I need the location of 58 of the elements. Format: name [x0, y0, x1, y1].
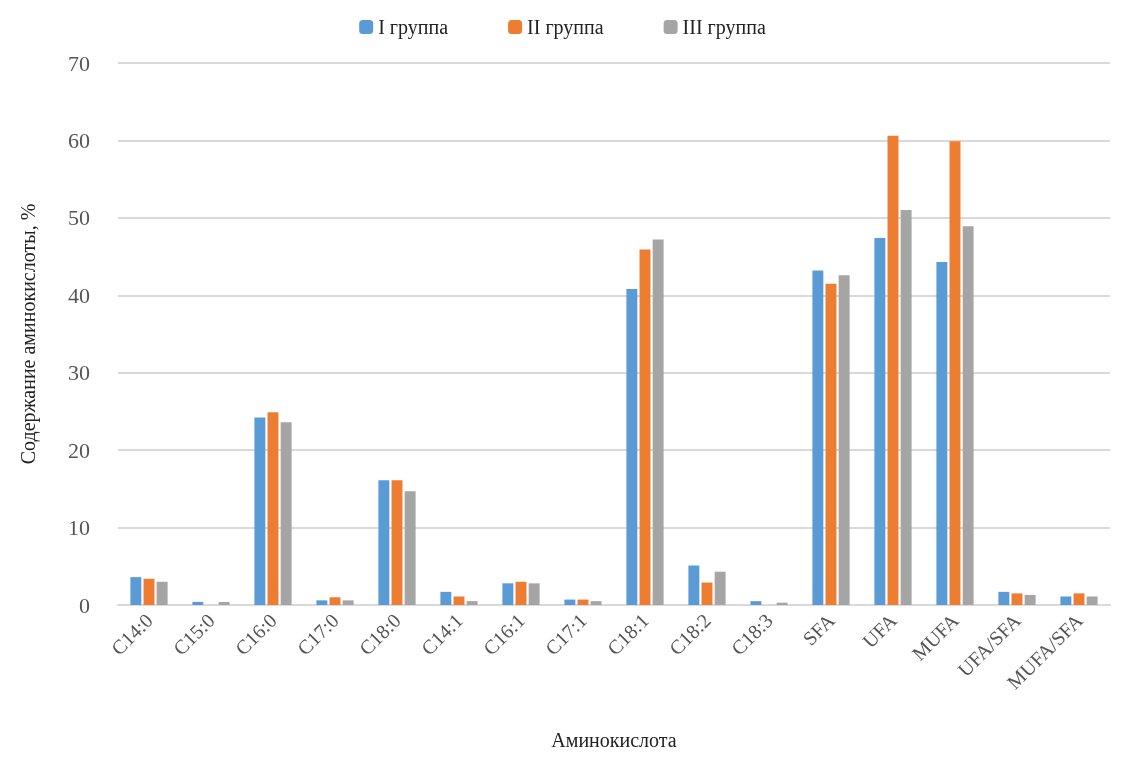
- bar: [688, 565, 700, 605]
- x-axis-title: Аминокислота: [551, 729, 677, 751]
- bar: [156, 581, 168, 605]
- bar: [626, 289, 638, 605]
- x-tick-label: SFA: [798, 608, 840, 650]
- bar: [998, 591, 1010, 605]
- bar: [590, 601, 602, 605]
- bar: [750, 601, 762, 605]
- legend-label: I группа: [378, 16, 449, 39]
- y-tick-label: 0: [79, 592, 90, 618]
- bar: [1073, 593, 1085, 605]
- bar: [900, 210, 912, 605]
- bar: [652, 239, 664, 605]
- legend-label: II группа: [527, 16, 604, 39]
- bar: [440, 591, 452, 605]
- y-tick-label: 60: [68, 127, 90, 153]
- bar: [515, 581, 527, 605]
- bar: [936, 261, 948, 605]
- y-tick-label: 40: [68, 282, 90, 308]
- bar: [316, 600, 328, 605]
- bar: [714, 571, 726, 605]
- bar: [192, 601, 204, 605]
- bar: [143, 578, 155, 605]
- bar: [329, 597, 341, 605]
- bar: [838, 275, 850, 605]
- bar: [1024, 594, 1036, 605]
- y-tick-label: 20: [68, 437, 90, 463]
- bar: [887, 135, 899, 605]
- bar: [254, 417, 266, 605]
- bar: [962, 226, 974, 605]
- bar: [378, 480, 390, 605]
- bar: [812, 270, 824, 605]
- bar: [1011, 593, 1023, 605]
- bar: [130, 577, 142, 605]
- bar: [280, 422, 292, 605]
- bar: [1086, 596, 1098, 605]
- bar: [453, 596, 465, 605]
- bar: [825, 283, 837, 605]
- bar: [466, 601, 478, 605]
- bar: [639, 249, 651, 605]
- bar: [391, 480, 403, 605]
- bar: [502, 583, 514, 605]
- y-axis-title: Содержание аминокислоты, %: [17, 203, 40, 465]
- bar: [342, 600, 354, 605]
- bar: [267, 412, 279, 605]
- x-tick-label: UFA: [858, 608, 902, 652]
- bar: [564, 599, 576, 605]
- y-tick-label: 50: [68, 205, 90, 231]
- legend-label: III группа: [682, 16, 766, 39]
- y-tick-label: 70: [68, 50, 90, 76]
- bar: [874, 237, 886, 605]
- bar: [404, 491, 416, 605]
- bar: [949, 141, 961, 605]
- y-tick-label: 10: [68, 515, 90, 541]
- bar: [218, 601, 230, 605]
- y-tick-label: 30: [68, 360, 90, 386]
- bar: [1060, 596, 1072, 605]
- bar: [528, 583, 540, 605]
